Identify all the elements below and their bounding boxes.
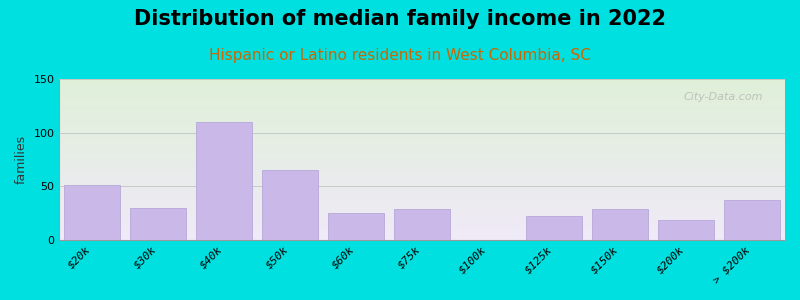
Bar	[64, 185, 121, 240]
Text: Hispanic or Latino residents in West Columbia, SC: Hispanic or Latino residents in West Col…	[209, 48, 591, 63]
Bar	[658, 220, 714, 240]
Bar	[394, 208, 450, 240]
Bar	[328, 213, 384, 240]
Bar	[724, 200, 780, 240]
Text: City-Data.com: City-Data.com	[684, 92, 763, 102]
Bar	[592, 208, 648, 240]
Bar	[196, 122, 252, 240]
Text: Distribution of median family income in 2022: Distribution of median family income in …	[134, 9, 666, 29]
Bar	[130, 208, 186, 240]
Bar	[262, 170, 318, 240]
Y-axis label: families: families	[15, 135, 28, 184]
Bar	[526, 216, 582, 240]
